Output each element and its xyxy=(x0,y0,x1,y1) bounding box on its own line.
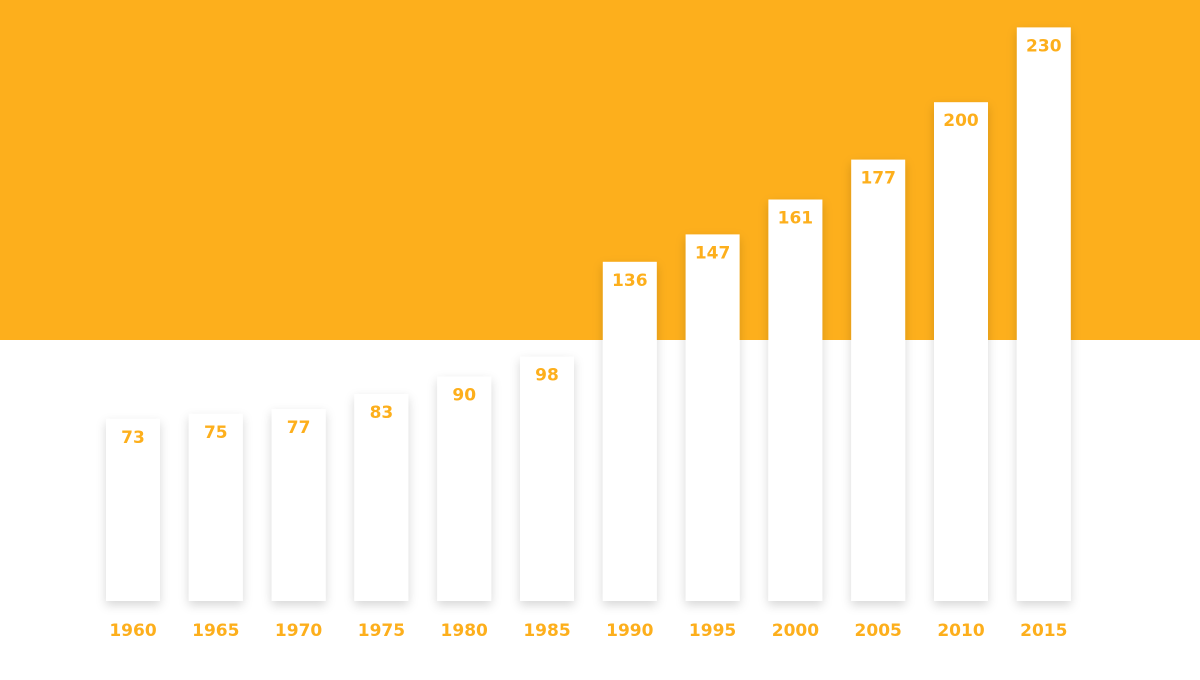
bar-1965 xyxy=(188,413,243,601)
data-label-2010: 200 xyxy=(943,111,979,131)
bar-1970 xyxy=(271,409,326,601)
bar-2005 xyxy=(851,159,906,601)
data-label-1985: 98 xyxy=(535,366,559,386)
data-label-1965: 75 xyxy=(204,423,228,443)
x-tick-label-1970: 1970 xyxy=(275,621,322,641)
x-tick-label-1965: 1965 xyxy=(192,621,239,641)
data-label-2015: 230 xyxy=(1026,36,1062,56)
bar-1990 xyxy=(602,261,657,601)
x-tick-label-2005: 2005 xyxy=(855,621,902,641)
x-tick-label-1975: 1975 xyxy=(358,621,405,641)
data-label-1975: 83 xyxy=(370,403,394,423)
bar-1985 xyxy=(520,356,574,601)
x-tick-label-1990: 1990 xyxy=(606,621,653,641)
data-label-1980: 90 xyxy=(452,386,476,406)
x-axis-tick-labels: 1960 1965 1970 1975 1980 1985 1990 1995 2000 2005… xyxy=(109,621,1067,641)
x-tick-label-2000: 2000 xyxy=(772,621,819,641)
data-label-1970: 77 xyxy=(287,418,311,438)
bar-1975 xyxy=(354,394,409,601)
x-tick-label-2010: 2010 xyxy=(937,621,984,641)
bar-2015 xyxy=(1016,27,1071,601)
bar-2000 xyxy=(768,199,823,601)
x-tick-label-1995: 1995 xyxy=(689,621,736,641)
data-label-2000: 161 xyxy=(778,209,814,229)
data-label-1995: 147 xyxy=(695,243,731,263)
data-labels-group: 73 75 77 83 90 98 136 147 161 177 200 230 xyxy=(121,36,1062,448)
x-tick-label-1980: 1980 xyxy=(441,621,488,641)
data-label-1960: 73 xyxy=(121,428,145,448)
bars-group xyxy=(106,27,1071,601)
bar-1995 xyxy=(685,234,740,601)
bar-1980 xyxy=(437,376,492,601)
bar-1960 xyxy=(106,418,160,601)
bar-2010 xyxy=(934,102,988,601)
x-tick-label-1985: 1985 xyxy=(523,621,570,641)
x-tick-label-2015: 2015 xyxy=(1020,621,1067,641)
x-tick-label-1960: 1960 xyxy=(109,621,156,641)
accent-background-band xyxy=(0,0,1200,340)
data-label-1990: 136 xyxy=(612,271,648,291)
data-label-2005: 177 xyxy=(860,169,896,189)
